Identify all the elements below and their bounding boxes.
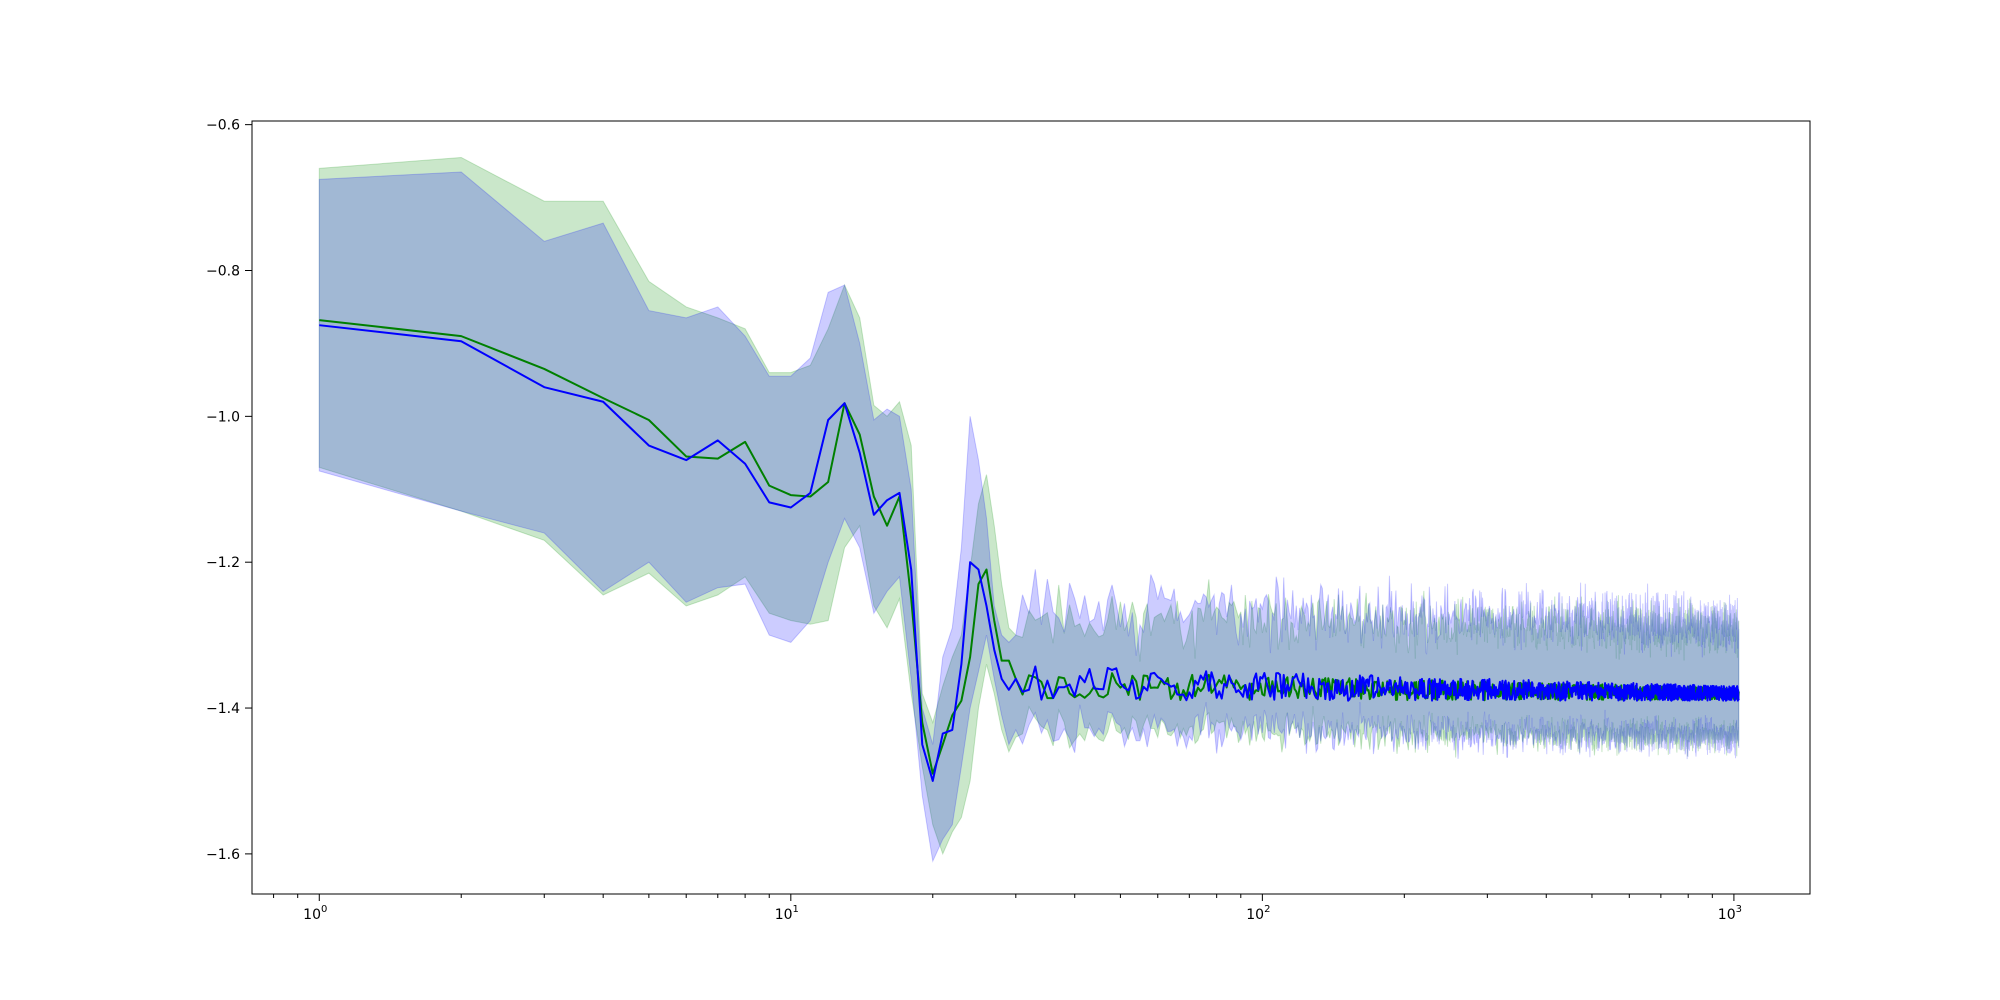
x-tick-label: 103 [1718,904,1742,923]
y-tick-label: −1.0 [206,409,240,425]
y-tick-label: −0.6 [206,118,240,134]
x-tick-label: 101 [775,904,799,923]
series-2-line [319,324,1740,782]
y-tick-label: −1.4 [206,701,240,717]
x-axis: 100 101 102 103 [273,894,1742,923]
x-tick-label: 100 [303,904,327,923]
plot-frame [251,120,1811,895]
y-axis: −0.6 −0.8 −1.0 −1.2 −1.4 −1.6 [206,118,252,863]
y-tick-label: −0.8 [206,263,240,279]
y-tick-label: −1.6 [206,847,240,863]
y-tick-label: −1.2 [206,555,240,571]
series-lines [319,319,1740,782]
x-tick-label: 102 [1246,904,1270,923]
series-1-band [318,156,1740,856]
